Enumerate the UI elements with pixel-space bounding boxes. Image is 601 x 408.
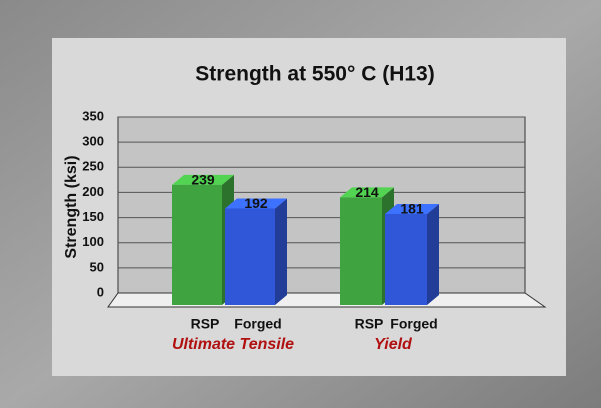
y-tick-label: 50	[90, 259, 104, 274]
x-tick-label: RSP	[191, 316, 220, 332]
y-axis-label: Strength (ksi)	[63, 155, 80, 258]
y-tick-label: 0	[97, 284, 104, 299]
bar	[340, 197, 382, 305]
bar	[385, 214, 427, 305]
data-label: 214	[355, 184, 379, 200]
chart-title: Strength at 550° C (H13)	[195, 63, 434, 86]
data-label: 239	[191, 172, 215, 188]
bar-side	[275, 198, 287, 305]
bar	[225, 208, 275, 305]
y-tick-label: 250	[82, 159, 104, 174]
page: {"chart_data": {"type": "bar3d", "title"…	[0, 0, 601, 408]
y-tick-label: 350	[82, 108, 104, 123]
y-tick-label: 100	[82, 234, 104, 249]
data-label: 192	[244, 195, 268, 211]
y-tick-label: 150	[82, 209, 104, 224]
x-tick-label: RSP	[355, 316, 384, 332]
x-tick-label: Forged	[234, 316, 281, 332]
y-tick-label: 300	[82, 134, 104, 149]
bar	[172, 185, 222, 305]
group-label: Yield	[374, 336, 413, 353]
bar-side	[427, 204, 439, 305]
data-label: 181	[400, 201, 424, 217]
y-tick-label: 200	[82, 184, 104, 199]
chart: Strength at 550° C (H13) Strength (ksi) …	[0, 0, 601, 408]
group-label: Ultimate Tensile	[172, 336, 294, 353]
x-tick-label: Forged	[390, 316, 437, 332]
